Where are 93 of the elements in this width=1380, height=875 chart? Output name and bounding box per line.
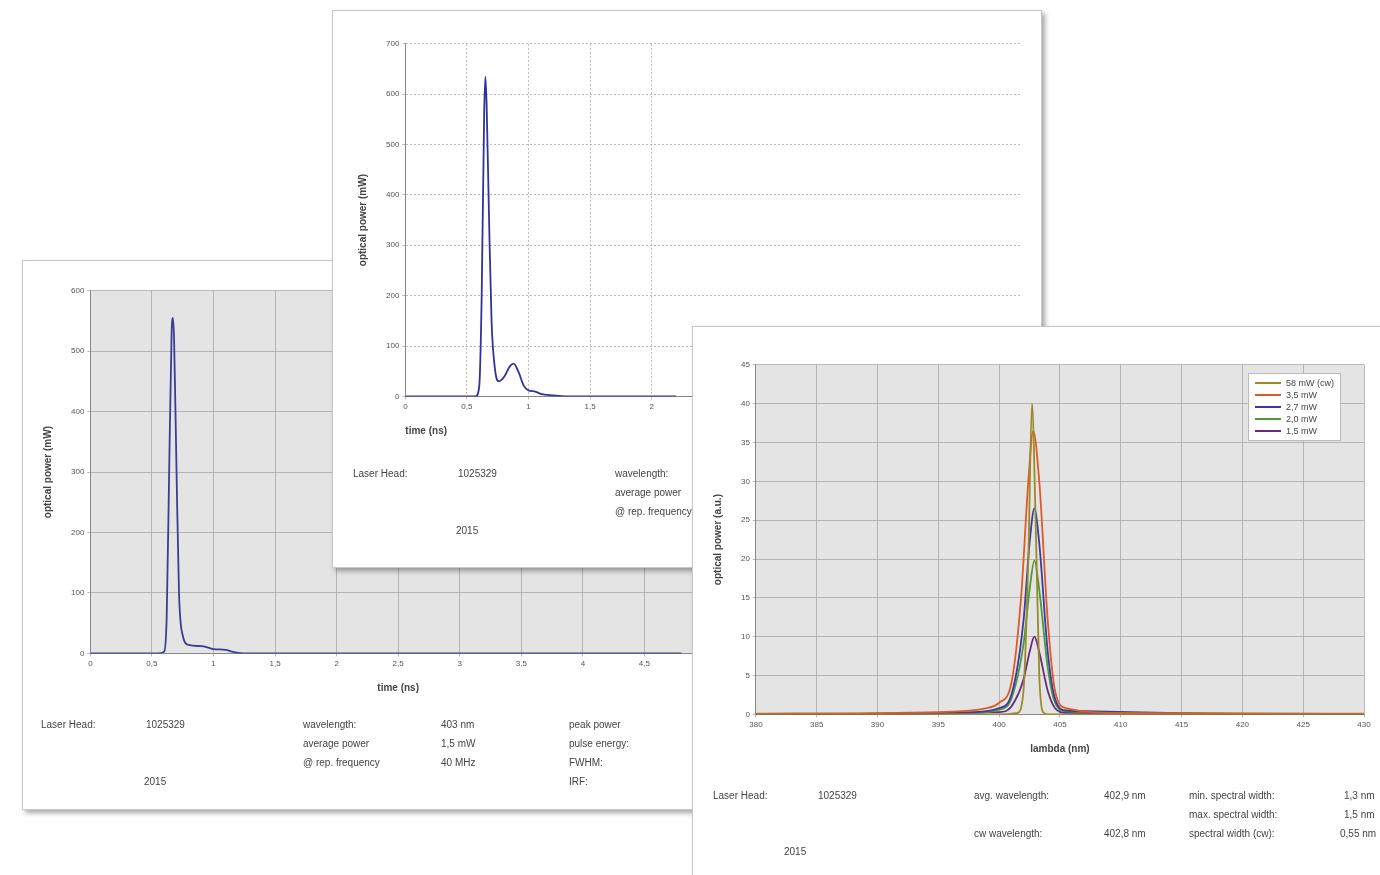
x-tick-label: 0 <box>403 402 409 412</box>
annotation: @ rep. frequency <box>615 506 692 518</box>
x-tick-label: 1,5 <box>584 402 597 412</box>
x-tick-label: 405 <box>1053 720 1068 730</box>
x-tick-label: 3 <box>457 659 463 669</box>
y-tick-label: 0 <box>394 391 400 401</box>
text: 1,5 nm <box>1344 809 1375 821</box>
x-tick-label: 390 <box>870 720 885 730</box>
text: wavelength: <box>303 719 357 731</box>
y-tick-label: 100 <box>385 341 400 351</box>
y-tick-label: 500 <box>70 346 85 356</box>
y-tick-label: 0 <box>79 648 85 658</box>
text: 402,9 nm <box>1104 790 1146 802</box>
text: 1,3 nm <box>1344 790 1375 802</box>
x-tick-label: 4,5 <box>638 659 651 669</box>
y-tick-label: 200 <box>70 527 85 537</box>
legend-label: 3,5 mW <box>1286 389 1318 400</box>
text: 0,55 nm <box>1340 828 1377 840</box>
y-tick-label: 700 <box>385 39 400 48</box>
text: 402,8 nm <box>1104 828 1146 840</box>
text: 2015 <box>144 776 167 788</box>
text: 2015 <box>784 846 807 858</box>
x-tick-label: 420 <box>1235 720 1250 730</box>
y-tick-label: 25 <box>740 515 751 525</box>
text: 1,5 mW <box>441 738 476 750</box>
legend-label: 2,7 mW <box>1286 401 1318 412</box>
y-tick-label: 10 <box>740 631 751 641</box>
x-tick-label: 395 <box>931 720 946 730</box>
y-axis-title: optical power (mW) <box>41 425 53 519</box>
text: 1025329 <box>146 719 185 731</box>
annotation: 2015 <box>456 525 479 537</box>
x-tick-label: 1 <box>211 659 217 669</box>
x-tick-label: 2 <box>334 659 340 669</box>
legend-label: 58 mW (cw) <box>1286 377 1334 388</box>
text: 1025329 <box>818 790 857 802</box>
text: FWHM: <box>569 757 603 769</box>
x-tick-label: 2,5 <box>392 659 405 669</box>
y-tick-label: 600 <box>70 286 85 295</box>
text: IRF: <box>569 776 588 788</box>
annotation: 1025329 <box>458 468 497 480</box>
y-axis-title: optical power (mW) <box>356 173 368 267</box>
x-tick-label: 415 <box>1174 720 1189 730</box>
text: 40 MHz <box>441 757 476 769</box>
y-tick-label: 100 <box>70 588 85 598</box>
x-tick-label: 425 <box>1296 720 1311 730</box>
x-tick-label: 0,5 <box>461 402 474 412</box>
text: peak power <box>569 719 621 731</box>
x-tick-label: 0 <box>88 659 94 669</box>
annotation: Laser Head: <box>353 468 408 480</box>
y-tick-label: 500 <box>385 139 400 149</box>
y-tick-label: 400 <box>385 190 400 200</box>
x-tick-label: 0,5 <box>146 659 159 669</box>
text: spectral width (cw): <box>1189 828 1275 840</box>
x-tick-label: 400 <box>992 720 1007 730</box>
y-tick-label: 300 <box>385 240 400 250</box>
y-tick-label: 35 <box>740 437 751 447</box>
x-tick-label: 430 <box>1357 720 1372 730</box>
x-tick-label: 1,5 <box>269 659 282 669</box>
y-tick-label: 200 <box>385 290 400 300</box>
x-tick-label: 380 <box>749 720 764 730</box>
x-tick-label: 1 <box>526 402 532 412</box>
y-tick-label: 45 <box>740 360 751 369</box>
annotation: average power <box>615 487 682 499</box>
text: 403 nm <box>441 719 475 731</box>
y-tick-label: 15 <box>740 593 751 603</box>
y-tick-label: 0 <box>745 709 751 719</box>
text: avg. wavelength: <box>974 790 1050 802</box>
text: max. spectral width: <box>1189 809 1278 821</box>
text: cw wavelength: <box>974 828 1043 840</box>
x-axis-title: time (ns) <box>405 424 448 436</box>
x-tick-label: 385 <box>810 720 824 730</box>
text: Laser Head: <box>41 719 96 731</box>
text: average power <box>303 738 370 750</box>
y-tick-label: 600 <box>385 89 400 99</box>
x-tick-label: 410 <box>1114 720 1128 730</box>
text: Laser Head: <box>713 790 768 802</box>
y-tick-label: 5 <box>745 670 751 680</box>
legend-label: 1,5 mW <box>1286 425 1318 436</box>
legend-label: 2,0 mW <box>1286 413 1318 424</box>
x-tick-label: 2 <box>649 402 655 412</box>
y-tick-label: 20 <box>740 554 751 564</box>
y-axis-title: optical power (a.u.) <box>711 494 723 586</box>
y-tick-label: 40 <box>740 398 751 408</box>
text: pulse energy: <box>569 738 630 750</box>
y-tick-label: 300 <box>70 467 85 477</box>
y-tick-label: 30 <box>740 476 751 486</box>
x-axis-title: time (ns) <box>377 681 420 693</box>
annotation: wavelength: <box>615 468 669 480</box>
x-tick-label: 3,5 <box>515 659 528 669</box>
text: @ rep. frequency <box>303 757 380 769</box>
text: min. spectral width: <box>1189 790 1275 802</box>
x-tick-label: 4 <box>580 659 586 669</box>
x-axis-title: lambda (nm) <box>1030 742 1090 754</box>
